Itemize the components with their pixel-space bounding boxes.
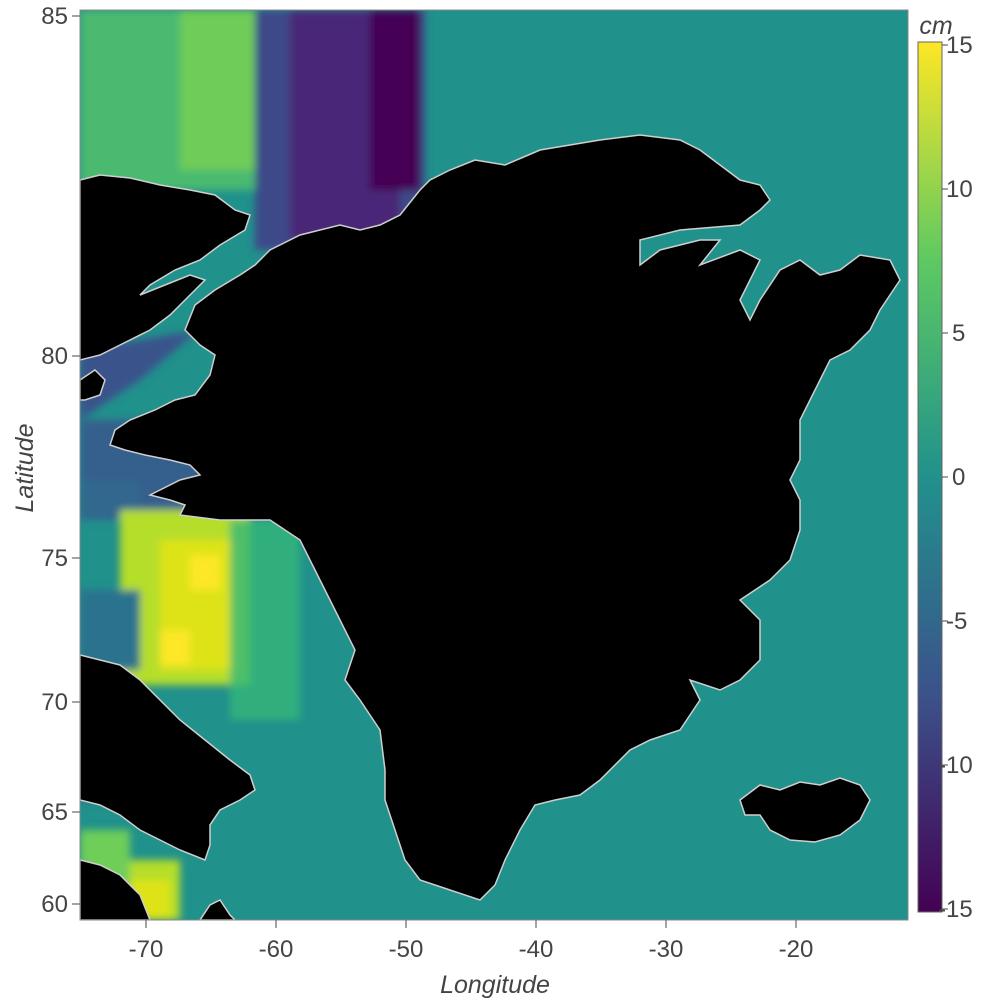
colorbar-tick-label: -5 xyxy=(946,608,967,635)
y-axis-title: Latitude xyxy=(11,424,39,513)
map-plot-area xyxy=(80,10,908,920)
y-tick-label: 85 xyxy=(41,3,68,30)
x-tick-label: -40 xyxy=(519,936,554,963)
devon-island xyxy=(80,369,106,401)
y-tick-label: 75 xyxy=(41,545,68,572)
x-tick-label: -60 xyxy=(259,936,294,963)
colorbar-tick-label: 5 xyxy=(952,320,965,347)
y-axis: 85 80 75 70 65 60 Latitude xyxy=(11,3,80,918)
colorbar-tick-label: 15 xyxy=(946,32,973,59)
y-tick-label: 70 xyxy=(41,689,68,716)
x-tick-label: -70 xyxy=(129,936,164,963)
x-axis: -70 -60 -50 -40 -30 -20 Longitude xyxy=(129,920,814,999)
y-tick-label: 65 xyxy=(41,799,68,826)
colorbar-tick-label: -10 xyxy=(938,752,973,779)
x-tick-label: -30 xyxy=(649,936,684,963)
labrador-coast xyxy=(80,859,151,920)
y-tick-label: 80 xyxy=(41,343,68,370)
x-tick-label: -20 xyxy=(779,936,814,963)
x-axis-title: Longitude xyxy=(440,971,550,999)
labrador-coast-east xyxy=(199,899,237,920)
greenland-landmass xyxy=(109,134,901,901)
anomaly-field xyxy=(80,10,425,920)
plot-frame xyxy=(79,9,909,921)
baffin-island xyxy=(80,654,256,861)
colorbar-gradient xyxy=(917,41,943,913)
colorbar-tick-label: 0 xyxy=(952,464,965,491)
iceland xyxy=(739,777,871,843)
y-tick-label: 60 xyxy=(41,891,68,918)
x-tick-label: -50 xyxy=(389,936,424,963)
ellesmere-island xyxy=(80,174,251,361)
colorbar: cm 15 10 5 0 -5 -10 -15 xyxy=(917,12,973,923)
colorbar-tick-label: -15 xyxy=(938,896,973,923)
colorbar-unit: cm xyxy=(919,12,952,40)
colorbar-tick-label: 10 xyxy=(946,176,973,203)
